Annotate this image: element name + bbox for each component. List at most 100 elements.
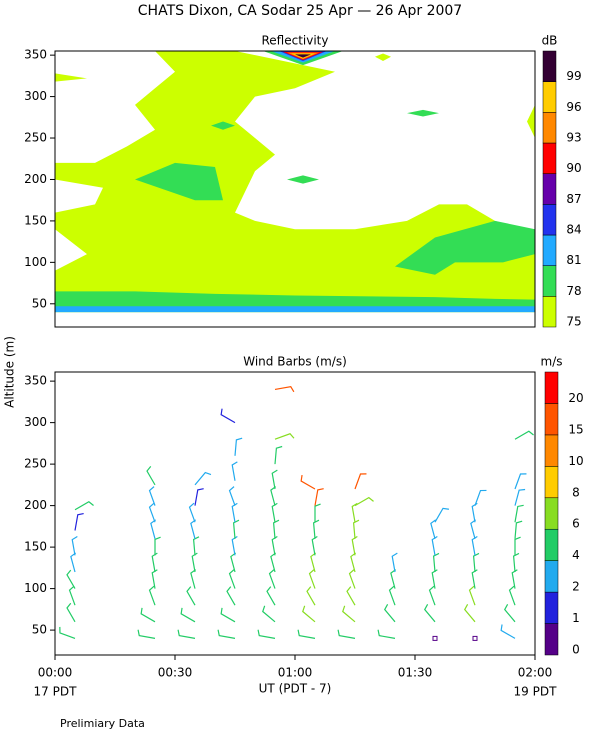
wind-barb (463, 603, 476, 623)
wind-barb (186, 586, 196, 606)
colorbar-box (544, 591, 559, 624)
wind-barb (514, 520, 523, 539)
page-title: CHATS Dixon, CA Sodar 25 Apr — 26 Apr 20… (138, 3, 462, 19)
wind-barb (151, 569, 158, 589)
colorbar-box (544, 434, 559, 467)
wind-barb (352, 519, 360, 539)
wind-barb (514, 473, 527, 490)
contour-region (407, 109, 439, 117)
wind-barb (500, 624, 516, 639)
y-tick-label: 350 (24, 48, 47, 62)
colorbar-label: 6 (572, 517, 580, 531)
y-tick-label: 350 (24, 374, 47, 388)
colorbar-box (542, 204, 557, 236)
plot-frame (54, 50, 536, 328)
wind-barb (312, 519, 320, 539)
wind-barb (346, 586, 356, 606)
wind-barb (351, 536, 358, 556)
wind-barb (310, 552, 317, 573)
wind-barb (274, 385, 295, 393)
x-tick-label: 01:00 (278, 666, 313, 680)
contour-region (287, 175, 319, 184)
contour-region (295, 54, 311, 58)
y-tick-label: 150 (24, 540, 47, 554)
colorbar-box (542, 296, 557, 328)
contour-region (55, 51, 535, 313)
colorbar-label: 99 (566, 69, 581, 83)
x-end-note: 19 PDT (514, 685, 558, 699)
wind-barb (220, 607, 236, 623)
wind-barb (66, 569, 76, 589)
colorbar-title: m/s (541, 355, 563, 369)
wind-barb (272, 519, 280, 539)
wind-barb (348, 569, 356, 589)
y-tick-label: 150 (24, 213, 47, 227)
colorbar-box (542, 112, 557, 144)
colorbar-label: 90 (566, 161, 581, 175)
wind-barb (228, 486, 236, 506)
wind-barb (354, 473, 367, 490)
wind-barb (314, 488, 324, 506)
wind-barb (514, 430, 534, 440)
colorbar-title: dB (542, 34, 558, 48)
wind-barb (302, 605, 316, 623)
wind-barb (274, 445, 283, 465)
colorbar-label: 8 (572, 485, 580, 499)
colorbar-box (544, 371, 559, 404)
colorbar-label: 1 (572, 611, 580, 625)
wind-barb (68, 585, 76, 606)
y-tick-label: 100 (24, 581, 47, 595)
wind-barb (270, 486, 277, 506)
wind-barb (274, 433, 295, 440)
y-tick-label: 300 (24, 89, 47, 103)
y-tick-label: 200 (24, 498, 47, 512)
wind-barb (191, 552, 198, 573)
wind-barb (70, 552, 77, 573)
colorbar-box (544, 497, 559, 530)
colorbar-label: 2 (572, 580, 580, 594)
wind-barb (234, 437, 243, 456)
wind-barb (271, 536, 278, 556)
wind-barb (148, 502, 156, 523)
wind-barb (306, 586, 316, 606)
wind-barb (514, 536, 521, 556)
wind-barb (192, 536, 200, 556)
colorbar-box (544, 623, 559, 656)
wind-barb (74, 501, 94, 511)
contour-region (55, 73, 87, 82)
wind-barb (432, 552, 440, 573)
wind-barb (271, 469, 278, 490)
wind-barb (266, 586, 276, 606)
wind-barb (350, 552, 357, 573)
x-tick-label: 00:30 (158, 666, 193, 680)
panel-title: Wind Barbs (m/s) (243, 355, 347, 369)
colorbar-label: 10 (568, 454, 583, 468)
colorbar-box (544, 528, 559, 561)
wind-barb (390, 569, 397, 589)
colorbar-box (544, 466, 559, 499)
wind-barb (268, 569, 276, 589)
wind-barb (137, 629, 156, 639)
wind-barb (388, 585, 396, 606)
wind-barb (508, 585, 516, 606)
wind-barb (503, 603, 516, 623)
wind-barb (434, 507, 450, 523)
wind-barb (351, 502, 358, 523)
wind-barb (470, 519, 477, 539)
wind-barb (423, 603, 436, 623)
wind-barb (148, 486, 156, 506)
wind-barb (511, 569, 518, 589)
x-tick-label: 01:30 (398, 666, 433, 680)
wind-barb (194, 471, 212, 486)
y-tick-label: 50 (32, 296, 47, 310)
y-tick-label: 250 (24, 131, 47, 145)
wind-barb (190, 569, 197, 589)
colorbar-box (544, 403, 559, 436)
wind-barb (66, 602, 76, 623)
wind-barb (474, 489, 487, 506)
x-tick-label: 02:00 (518, 666, 553, 680)
wind-barb (430, 519, 437, 539)
wind-barb (514, 504, 524, 523)
wind-barb (428, 585, 436, 606)
